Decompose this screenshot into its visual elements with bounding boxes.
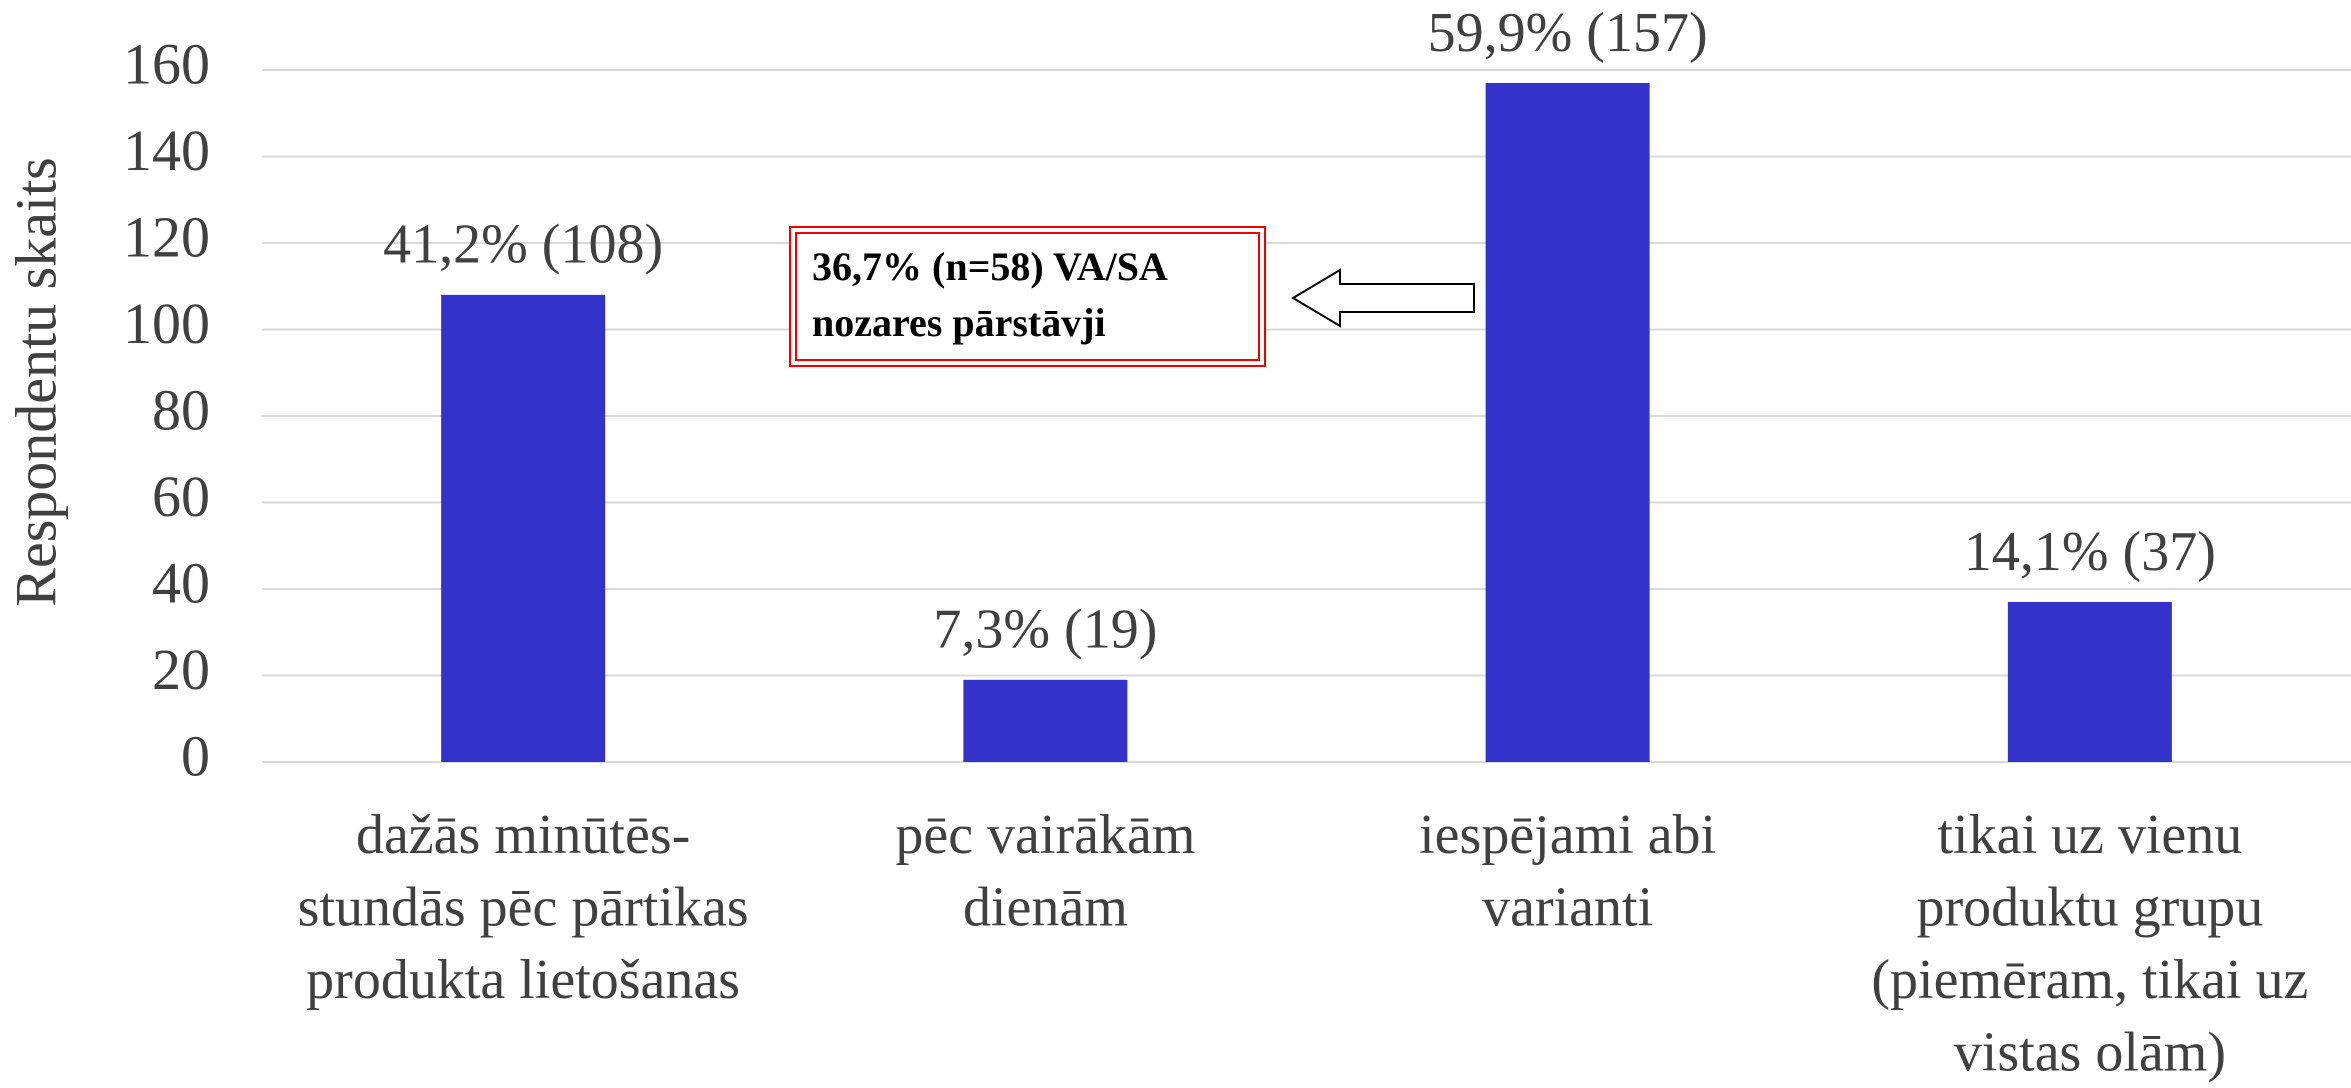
bar — [441, 294, 606, 762]
data-label: 7,3% (19) — [933, 599, 1157, 661]
y-tick-label: 100 — [123, 291, 210, 356]
x-tick-label: pēc vairākām — [895, 804, 1195, 866]
x-tick-label: iespējami abi — [1419, 804, 1716, 866]
x-tick-label: (piemēram, tikai uz — [1871, 949, 2308, 1011]
x-tick-label: vistas olām) — [1954, 1021, 2226, 1083]
y-tick-label: 40 — [152, 550, 210, 615]
data-label: 14,1% (37) — [1964, 521, 2216, 583]
x-tick-label: dienām — [963, 876, 1128, 938]
y-axis-title: Respondentu skaits — [3, 157, 68, 606]
x-tick-label: varianti — [1482, 876, 1653, 938]
y-tick-label: 120 — [123, 204, 210, 269]
data-label: 41,2% (108) — [383, 214, 663, 276]
y-tick-label: 160 — [123, 31, 210, 96]
y-tick-label: 0 — [181, 723, 210, 788]
bar — [2007, 601, 2172, 762]
bar — [963, 679, 1128, 762]
annotation-text: nozares pārstāvji — [812, 300, 1106, 345]
x-tick-label: produktu grupu — [1916, 876, 2263, 938]
x-tick-label: tikai uz vienu — [1937, 804, 2242, 866]
x-tick-label: dažās minūtēs- — [356, 804, 690, 866]
y-tick-label: 80 — [152, 377, 210, 442]
annotation-box — [789, 226, 1266, 367]
x-tick-label: stundās pēc pārtikas — [298, 876, 749, 938]
bar — [1485, 82, 1650, 763]
annotation-text: 36,7% (n=58) VA/SA — [812, 244, 1168, 289]
x-tick-label: produkta lietošanas — [306, 949, 740, 1011]
data-label: 59,9% (157) — [1428, 2, 1708, 64]
annotation-box-inner — [795, 232, 1260, 361]
y-tick-label: 60 — [152, 464, 210, 529]
y-tick-label: 140 — [123, 118, 210, 183]
y-tick-label: 20 — [152, 637, 210, 702]
annotation-arrow — [1291, 268, 1475, 328]
